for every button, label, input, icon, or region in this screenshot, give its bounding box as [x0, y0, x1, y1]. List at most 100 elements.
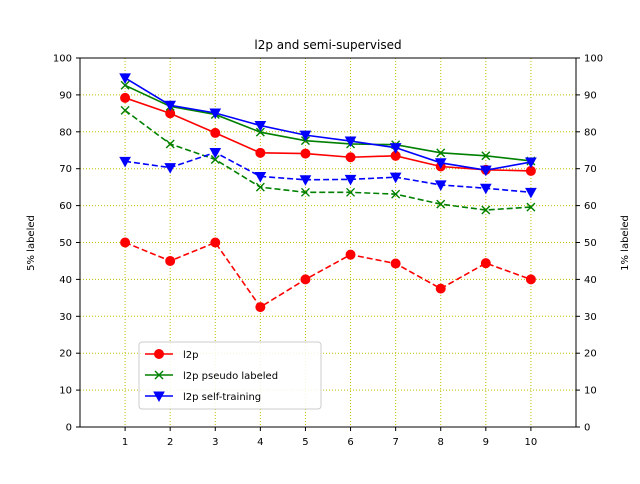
data-point-circle — [255, 147, 266, 158]
data-point-triangle — [119, 156, 131, 168]
data-point-circle — [480, 258, 491, 269]
series-dashed-3 — [120, 237, 536, 313]
data-point-x — [255, 127, 265, 137]
y-tick-label-left: 10 — [59, 386, 72, 397]
data-point-triangle — [254, 171, 267, 183]
series-line — [124, 109, 531, 211]
data-point-x-stroke — [300, 187, 310, 197]
legend-item: l2p self-training — [145, 391, 261, 403]
y-tick-label-left: 40 — [59, 275, 72, 286]
data-point-circle — [300, 274, 311, 285]
data-point-x — [120, 105, 130, 115]
x-tick-label: 8 — [438, 437, 444, 448]
data-point-x — [120, 80, 130, 90]
data-point-x — [436, 199, 446, 209]
y-tick-label-left: 70 — [59, 164, 72, 175]
data-point-circle — [210, 237, 221, 248]
legend-item: l2p — [145, 349, 199, 361]
data-point-triangle — [119, 73, 131, 84]
legend-label: l2p pseudo labeled — [183, 371, 278, 382]
x-tick-label: 5 — [302, 437, 308, 448]
data-point-circle — [390, 258, 401, 269]
legend: l2p l2p pseudo labeled l2p self-training — [138, 341, 322, 410]
data-point-triangle — [164, 100, 177, 112]
data-point-x — [391, 189, 401, 199]
data-point-x — [346, 187, 356, 197]
data-point-x — [481, 151, 491, 161]
y-tick-label-left: 100 — [53, 54, 72, 65]
data-point-triangle — [525, 187, 537, 199]
y-tick-label-left: 30 — [59, 312, 72, 323]
y-tick-label-right: 40 — [584, 275, 597, 286]
y-tick-label-right: 100 — [584, 54, 603, 65]
data-point-x-stroke — [346, 187, 356, 197]
data-point-triangle — [344, 136, 357, 148]
chart-title: l2p and semi-supervised — [254, 38, 401, 52]
data-point-x-stroke — [255, 127, 265, 137]
data-point-circle — [255, 302, 266, 313]
data-point-x — [154, 370, 164, 380]
data-point-triangle — [389, 143, 402, 154]
data-point-triangle — [254, 121, 267, 132]
series-line — [124, 97, 531, 172]
legend-label: l2p self-training — [183, 392, 261, 403]
data-point-triangle — [479, 165, 492, 177]
x-tick-label: 9 — [483, 437, 489, 448]
data-point-circle — [300, 148, 311, 159]
data-point-triangle — [299, 130, 312, 142]
data-point-x-stroke — [255, 182, 265, 192]
x-tick-label: 7 — [392, 437, 398, 448]
data-point-circle — [210, 127, 221, 138]
y-tick-label-left: 0 — [66, 423, 72, 434]
y-tick-label-right: 60 — [584, 201, 597, 212]
series-line — [124, 241, 532, 309]
data-point-x — [165, 139, 175, 149]
data-point-triangle — [209, 108, 222, 120]
data-point-triangle — [389, 172, 402, 184]
data-point-circle — [120, 237, 131, 248]
data-point-circle — [345, 249, 356, 260]
x-tick-label: 1 — [122, 437, 128, 448]
y-tick-label-left: 90 — [59, 90, 72, 101]
data-point-x-stroke — [481, 151, 491, 161]
data-point-triangle — [434, 180, 447, 191]
data-point-x-stroke — [391, 189, 401, 199]
data-point-circle — [165, 255, 176, 266]
y-tick-label-left: 80 — [59, 127, 72, 138]
series-line — [124, 151, 531, 194]
data-point-x-stroke — [436, 148, 446, 158]
legend-box — [138, 341, 322, 410]
data-point-triangle — [434, 158, 447, 169]
series-dashed-4 — [120, 105, 536, 215]
data-point-triangle — [525, 157, 537, 169]
data-point-x-stroke — [526, 202, 536, 212]
data-point-x — [255, 182, 265, 192]
y-tick-label-right: 70 — [584, 164, 597, 175]
y-tick-label-right: 20 — [584, 349, 597, 360]
y-tick-label-right: 10 — [584, 386, 597, 397]
series-line — [124, 77, 532, 171]
y-tick-label-left: 50 — [59, 238, 72, 249]
data-point-triangle — [153, 391, 165, 403]
x-tick-label: 3 — [212, 437, 218, 448]
y-axis-label-left: 5% labeled — [26, 215, 37, 271]
data-point-x-stroke — [120, 105, 130, 115]
data-point-x-stroke — [481, 205, 491, 215]
x-tick-label: 6 — [347, 437, 353, 448]
series-group — [119, 73, 537, 313]
data-point-triangle — [209, 147, 222, 159]
data-point-x-stroke — [120, 80, 130, 90]
legend-item: l2p pseudo labeled — [145, 370, 278, 382]
x-tick-label: 4 — [257, 437, 263, 448]
data-point-x — [300, 187, 310, 197]
data-point-x — [481, 205, 491, 215]
y-axis-label-right: 1% labeled — [620, 215, 631, 271]
data-point-triangle — [164, 163, 177, 174]
data-point-triangle — [479, 183, 492, 195]
data-point-circle — [120, 92, 131, 103]
y-tick-label-right: 90 — [584, 90, 597, 101]
y-tick-label-left: 60 — [59, 201, 72, 212]
data-point-circle — [154, 349, 164, 359]
